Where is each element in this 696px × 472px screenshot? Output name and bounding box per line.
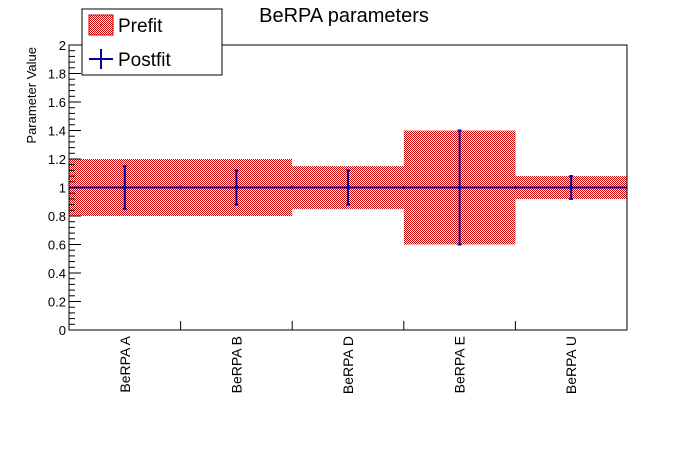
y-tick-label: 1.6 (48, 95, 66, 110)
y-tick-label: 1.2 (48, 152, 66, 167)
postfit-errorbars (122, 129, 574, 246)
postfit-point (346, 186, 350, 189)
postfit-point (234, 186, 238, 189)
y-tick-label: 1 (59, 181, 66, 196)
y-tick-label: 0 (59, 323, 66, 338)
postfit-point (123, 186, 127, 189)
x-category-label: BeRPA D (340, 336, 356, 394)
x-category-label: BeRPA U (563, 336, 579, 394)
y-tick-label: 0.6 (48, 238, 66, 253)
legend: Prefit Postfit (81, 8, 223, 76)
y-axis-title: Parameter Value (24, 47, 39, 144)
legend-prefit-marker (100, 24, 102, 26)
y-tick-label: 0.4 (48, 266, 66, 281)
postfit-point (458, 186, 462, 189)
legend-prefit-label: Prefit (118, 16, 163, 37)
x-category-label: BeRPA E (452, 336, 468, 393)
legend-postfit-label: Postfit (118, 50, 172, 71)
chart-title: BeRPA parameters (259, 5, 429, 27)
x-axis: BeRPA A BeRPA B BeRPA D BeRPA E BeRPA U (117, 321, 579, 394)
y-tick-label: 0.8 (48, 209, 66, 224)
y-tick-label: 1.8 (48, 67, 66, 82)
y-tick-label: 0.2 (48, 295, 66, 310)
y-axis: 0 0.2 0.4 0.6 0.8 1 1.2 1.4 1.6 1.8 2 (48, 38, 81, 338)
x-category-label: BeRPA A (117, 335, 133, 392)
y-tick-label: 2 (59, 38, 66, 53)
central-value-line (69, 185, 627, 190)
x-category-label: BeRPA B (228, 336, 244, 393)
y-tick-label: 1.4 (48, 124, 66, 139)
postfit-point (569, 186, 573, 189)
